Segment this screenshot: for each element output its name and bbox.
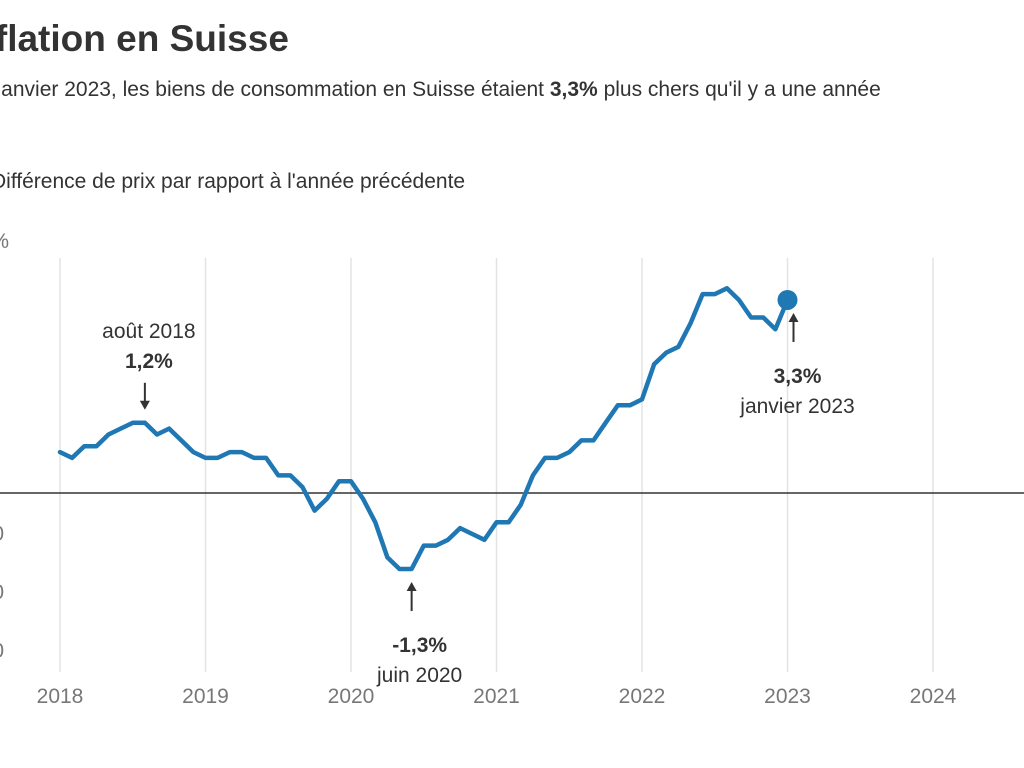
x-tick-label: 2019: [182, 685, 229, 708]
annotation-date: janvier 2023: [739, 395, 854, 418]
latest-value-dot: [777, 289, 798, 310]
arrow-down-icon: [139, 400, 150, 410]
chart-title: Inflation en Suisse: [0, 18, 289, 59]
y-tick-label: -3,0: [0, 640, 4, 663]
annotation-date: août 2018: [102, 320, 195, 343]
y-axis-label: Différence de prix par rapport à l'année…: [0, 170, 466, 193]
x-tick-label: 2020: [328, 685, 375, 708]
subtitle-text-end: plus chers qu'il y a une année: [597, 78, 881, 101]
subtitle-text: En janvier 2023, les biens de consommati…: [0, 78, 550, 101]
x-tick-label: 2024: [910, 685, 957, 708]
x-tick-label: 2018: [37, 685, 84, 708]
annotation-value: -1,3%: [392, 634, 447, 657]
x-tick-label: 2023: [764, 685, 811, 708]
chart-subtitle: En janvier 2023, les biens de consommati…: [0, 74, 1005, 106]
y-tick-label: 4,0%: [0, 230, 9, 253]
x-tick-label: 2021: [473, 685, 520, 708]
y-tick-label: -1,0: [0, 523, 4, 546]
arrow-up-icon: [788, 312, 799, 322]
annotation-value: 1,2%: [125, 350, 173, 373]
arrow-up-icon: [406, 582, 417, 592]
y-tick-label: -2,0: [0, 581, 4, 604]
annotation-value: 3,3%: [774, 365, 822, 388]
x-tick-label: 2022: [619, 685, 666, 708]
annotation-date: juin 2020: [376, 664, 462, 687]
subtitle-highlight: 3,3%: [549, 78, 598, 101]
